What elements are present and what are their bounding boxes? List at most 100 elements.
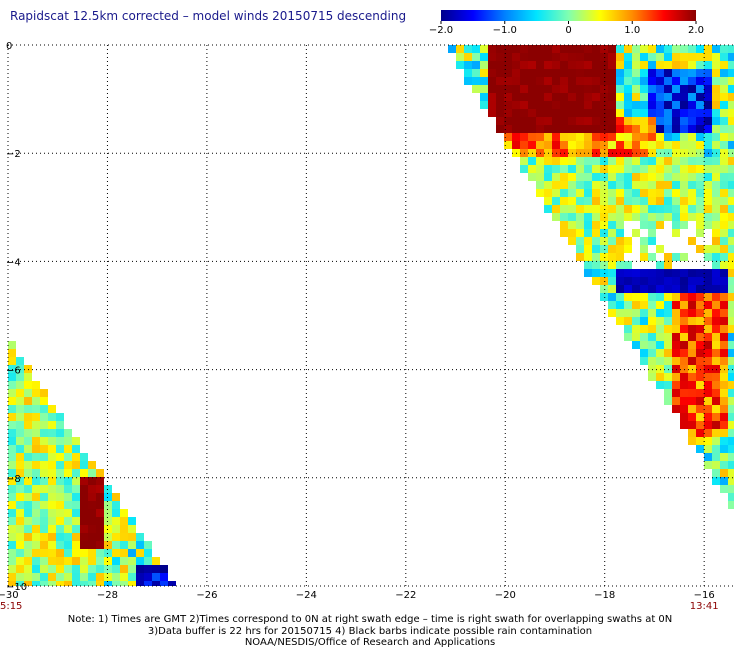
heat-cell [16, 509, 24, 517]
heat-cell [480, 53, 488, 61]
heat-cell [720, 469, 728, 477]
heat-cell [688, 117, 696, 125]
heat-cell [64, 509, 72, 517]
heat-cell [672, 133, 680, 141]
heat-cell [584, 189, 592, 197]
heat-cell [664, 261, 672, 269]
heat-cell [40, 501, 48, 509]
heat-cell [648, 229, 656, 237]
heat-cell [720, 341, 728, 349]
heat-cell [536, 181, 544, 189]
heat-cell [592, 125, 600, 133]
heat-cell [704, 429, 712, 437]
heat-cell [648, 197, 656, 205]
heat-cell [680, 181, 688, 189]
heat-cell [728, 397, 734, 405]
heat-cell [56, 557, 64, 565]
heat-cell [664, 357, 672, 365]
heat-cell [536, 117, 544, 125]
heat-cell [64, 557, 72, 565]
heat-cell [688, 157, 696, 165]
heat-cell [128, 581, 136, 586]
heat-cell [688, 85, 696, 93]
heat-cell [616, 237, 624, 245]
heat-cell [136, 573, 144, 581]
heat-cell [576, 53, 584, 61]
heat-cell [48, 581, 56, 586]
heat-cell [632, 213, 640, 221]
heat-cell [696, 389, 704, 397]
heat-cell [664, 141, 672, 149]
heat-cell [728, 325, 734, 333]
heat-cell [656, 165, 664, 173]
heat-cell [688, 141, 696, 149]
heat-cell [704, 413, 712, 421]
heat-cell [704, 77, 712, 85]
heat-cell [728, 149, 734, 157]
heat-cell [704, 333, 712, 341]
heat-cell [720, 165, 728, 173]
heat-cell [120, 533, 128, 541]
heat-cell [568, 189, 576, 197]
heat-cell [472, 85, 480, 93]
heat-cell [728, 165, 734, 173]
heat-cell [616, 285, 624, 293]
heat-cell [576, 93, 584, 101]
heat-cell [576, 77, 584, 85]
heat-cell [80, 533, 88, 541]
heat-cell [96, 581, 104, 586]
heat-cell [8, 565, 16, 573]
heat-cell [8, 381, 16, 389]
heat-cell [600, 205, 608, 213]
heat-cell [648, 61, 656, 69]
heat-cell [32, 421, 40, 429]
heat-cell [728, 429, 734, 437]
heat-cell [24, 429, 32, 437]
heat-cell [680, 205, 688, 213]
heat-cell [704, 301, 712, 309]
heat-cell [712, 229, 720, 237]
heat-cell [64, 493, 72, 501]
heat-cell [688, 101, 696, 109]
heat-cell [672, 109, 680, 117]
heat-cell [656, 269, 664, 277]
heat-cell [656, 221, 664, 229]
heat-cell [680, 61, 688, 69]
heat-cell [96, 533, 104, 541]
heat-cell [120, 509, 128, 517]
heat-cell [48, 525, 56, 533]
heat-cell [712, 269, 720, 277]
heat-cell [624, 141, 632, 149]
heat-cell [16, 493, 24, 501]
heat-cell [672, 45, 680, 53]
heat-cell [112, 525, 120, 533]
heat-cell [160, 565, 168, 573]
heat-cell [696, 285, 704, 293]
heat-cell [712, 77, 720, 85]
heat-cell [80, 477, 88, 485]
heat-cell [680, 365, 688, 373]
heat-cell [672, 373, 680, 381]
heat-cell [720, 405, 728, 413]
heat-cell [80, 493, 88, 501]
heat-cell [712, 53, 720, 61]
heat-cell [128, 573, 136, 581]
heat-cell [584, 77, 592, 85]
heat-cell [496, 109, 504, 117]
heat-cell [32, 445, 40, 453]
heat-cell [568, 69, 576, 77]
heat-cell [496, 61, 504, 69]
heat-cell [712, 125, 720, 133]
heat-cell [152, 581, 160, 586]
heat-cell [48, 573, 56, 581]
heat-cell [720, 325, 728, 333]
heat-cell [504, 77, 512, 85]
heat-cell [640, 245, 648, 253]
heat-cell [720, 373, 728, 381]
heat-cell [696, 117, 704, 125]
heat-cell [616, 53, 624, 61]
heat-cell [624, 85, 632, 93]
heat-cell [576, 221, 584, 229]
heat-cell [16, 541, 24, 549]
